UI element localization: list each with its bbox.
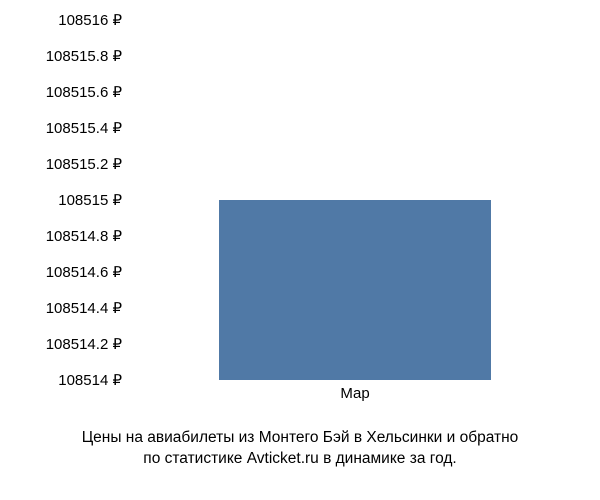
chart-container: 108516 ₽108515.8 ₽108515.6 ₽108515.4 ₽10… [0, 20, 600, 420]
x-tick-label: Мар [340, 385, 369, 402]
y-tick-label: 108515.4 ₽ [46, 119, 122, 137]
y-tick-label: 108514 ₽ [58, 371, 122, 389]
y-tick-label: 108514.8 ₽ [46, 227, 122, 245]
chart-caption: Цены на авиабилеты из Монтего Бэй в Хель… [0, 428, 600, 470]
y-tick-label: 108514.4 ₽ [46, 299, 122, 317]
y-tick-label: 108515.8 ₽ [46, 47, 122, 65]
y-tick-label: 108514.2 ₽ [46, 335, 122, 353]
y-tick-label: 108515.2 ₽ [46, 155, 122, 173]
caption-line1: Цены на авиабилеты из Монтего Бэй в Хель… [82, 429, 519, 446]
y-tick-label: 108514.6 ₽ [46, 263, 122, 281]
y-tick-label: 108515 ₽ [58, 191, 122, 209]
caption-line2: по статистике Avticket.ru в динамике за … [143, 450, 456, 467]
y-tick-label: 108516 ₽ [58, 11, 122, 29]
y-tick-label: 108515.6 ₽ [46, 83, 122, 101]
y-axis: 108516 ₽108515.8 ₽108515.6 ₽108515.4 ₽10… [0, 20, 130, 380]
plot-area [135, 20, 575, 380]
bar [219, 200, 492, 380]
